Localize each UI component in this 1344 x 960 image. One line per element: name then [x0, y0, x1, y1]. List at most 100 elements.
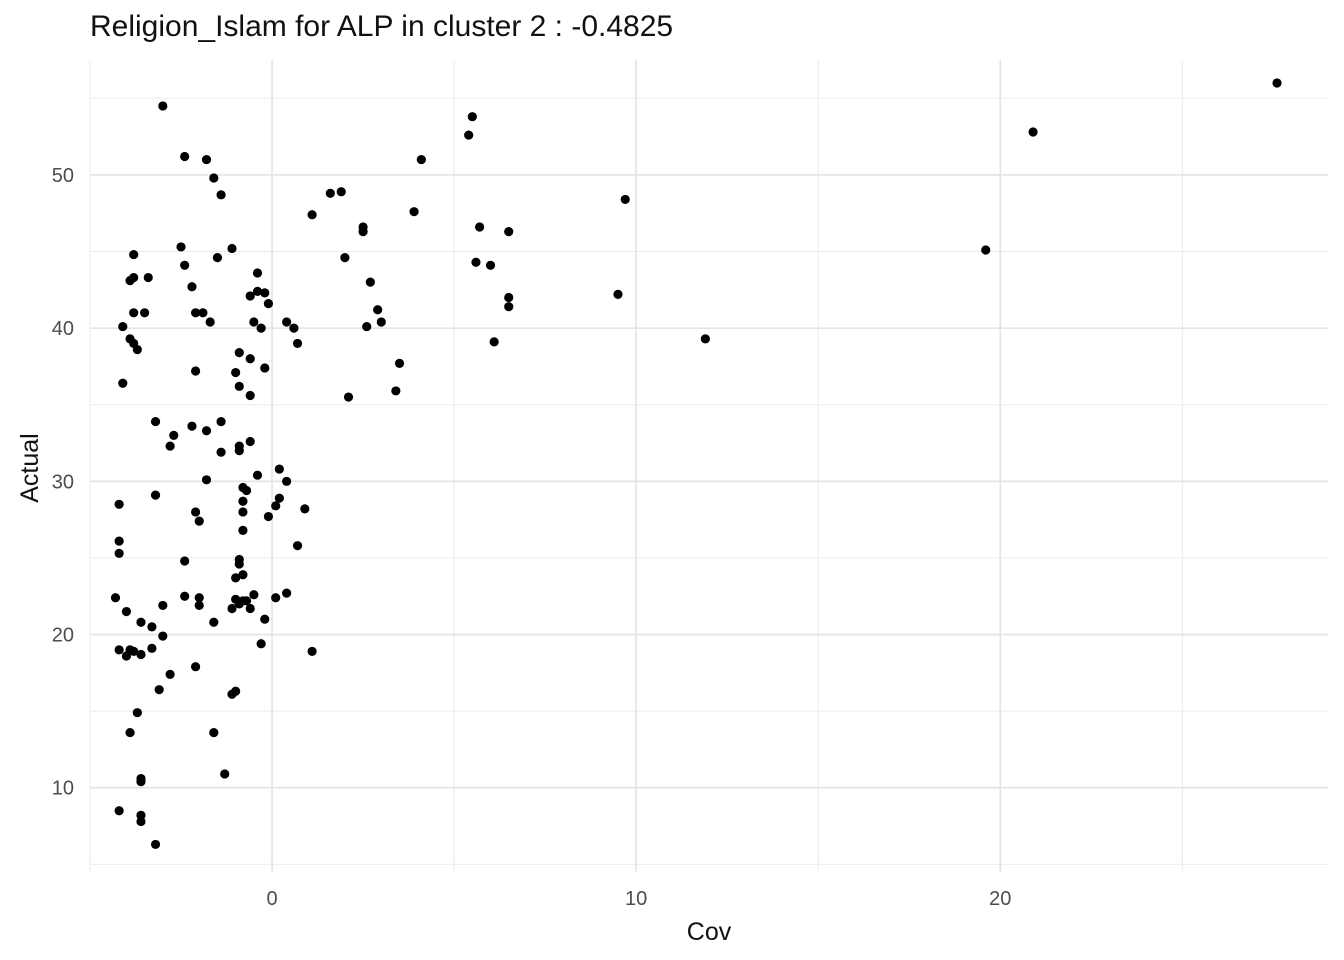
data-point — [504, 302, 514, 312]
data-point — [234, 381, 244, 391]
data-point — [292, 338, 303, 349]
data-point — [1272, 78, 1282, 88]
major-gridlines — [90, 60, 1328, 872]
data-point — [158, 631, 168, 641]
data-point — [358, 226, 368, 237]
data-point — [136, 816, 146, 827]
data-point — [216, 447, 226, 457]
data-point — [475, 222, 485, 232]
data-point — [201, 475, 212, 485]
data-point — [1028, 127, 1038, 137]
data-point — [201, 426, 212, 436]
data-point — [613, 289, 623, 300]
data-point — [271, 593, 281, 603]
data-point — [238, 507, 248, 517]
data-point — [125, 727, 135, 738]
data-point — [180, 591, 190, 601]
data-point — [209, 617, 219, 627]
data-point — [125, 276, 135, 286]
data-point — [245, 354, 255, 364]
data-point — [252, 268, 263, 278]
minor-gridlines — [89, 60, 1328, 872]
data-point — [391, 386, 401, 396]
data-point — [620, 194, 630, 205]
data-point — [154, 685, 164, 695]
data-point — [252, 286, 263, 296]
data-point — [485, 260, 496, 270]
data-point — [165, 669, 175, 679]
data-point — [158, 600, 168, 611]
data-point — [241, 485, 252, 496]
data-point — [409, 207, 419, 217]
data-points — [110, 78, 1282, 850]
data-point — [981, 245, 991, 255]
data-point — [231, 367, 241, 378]
data-point — [231, 573, 241, 583]
data-point — [234, 599, 244, 609]
y-tick-label: 40 — [52, 318, 74, 340]
data-point — [362, 321, 372, 332]
data-point — [132, 708, 142, 718]
data-point — [260, 363, 270, 373]
y-tick-label: 20 — [52, 625, 74, 647]
data-point — [245, 291, 255, 301]
data-point — [220, 769, 230, 779]
x-tick-label: 20 — [989, 888, 1011, 910]
data-point — [136, 649, 146, 660]
data-point — [150, 839, 161, 850]
data-point — [180, 151, 190, 162]
data-point — [263, 299, 274, 309]
data-point — [129, 308, 139, 318]
data-point — [245, 603, 255, 614]
data-point — [282, 588, 292, 598]
data-point — [504, 226, 514, 237]
data-point — [165, 441, 175, 451]
data-point — [238, 570, 248, 580]
data-point — [256, 639, 266, 649]
data-point — [245, 390, 255, 401]
data-point — [209, 727, 219, 738]
data-point — [216, 416, 226, 427]
data-point — [194, 600, 204, 611]
x-tick-label: 0 — [266, 888, 277, 910]
data-point — [140, 308, 150, 318]
data-point — [136, 617, 146, 627]
data-point — [216, 190, 226, 200]
data-point — [190, 308, 201, 318]
data-point — [198, 308, 208, 318]
x-axis-title: Cov — [687, 918, 732, 946]
data-point — [234, 348, 244, 358]
data-point — [150, 416, 161, 427]
y-tick-label: 50 — [52, 165, 74, 187]
data-point — [274, 464, 284, 474]
data-point — [136, 777, 146, 787]
data-point — [158, 101, 168, 111]
data-point — [190, 507, 201, 517]
data-point — [118, 378, 128, 388]
data-point — [700, 334, 710, 344]
data-point — [132, 344, 142, 355]
data-point — [180, 556, 190, 566]
y-tick-label: 10 — [52, 778, 74, 800]
data-point — [274, 493, 284, 503]
data-point — [256, 323, 266, 333]
data-point — [373, 305, 383, 315]
data-point — [227, 689, 237, 699]
data-point — [416, 154, 426, 165]
data-point — [114, 645, 124, 655]
data-point — [187, 421, 197, 431]
data-point — [489, 337, 499, 347]
data-point — [292, 541, 303, 551]
data-point — [209, 173, 219, 183]
data-point — [194, 593, 204, 603]
data-point — [365, 277, 375, 287]
data-point — [471, 257, 481, 267]
data-point — [394, 358, 405, 368]
data-point — [252, 470, 263, 480]
data-point — [169, 430, 179, 440]
data-point — [336, 187, 346, 197]
data-point — [263, 511, 274, 522]
data-point — [147, 643, 157, 653]
data-point — [110, 593, 121, 603]
data-point — [180, 260, 190, 270]
